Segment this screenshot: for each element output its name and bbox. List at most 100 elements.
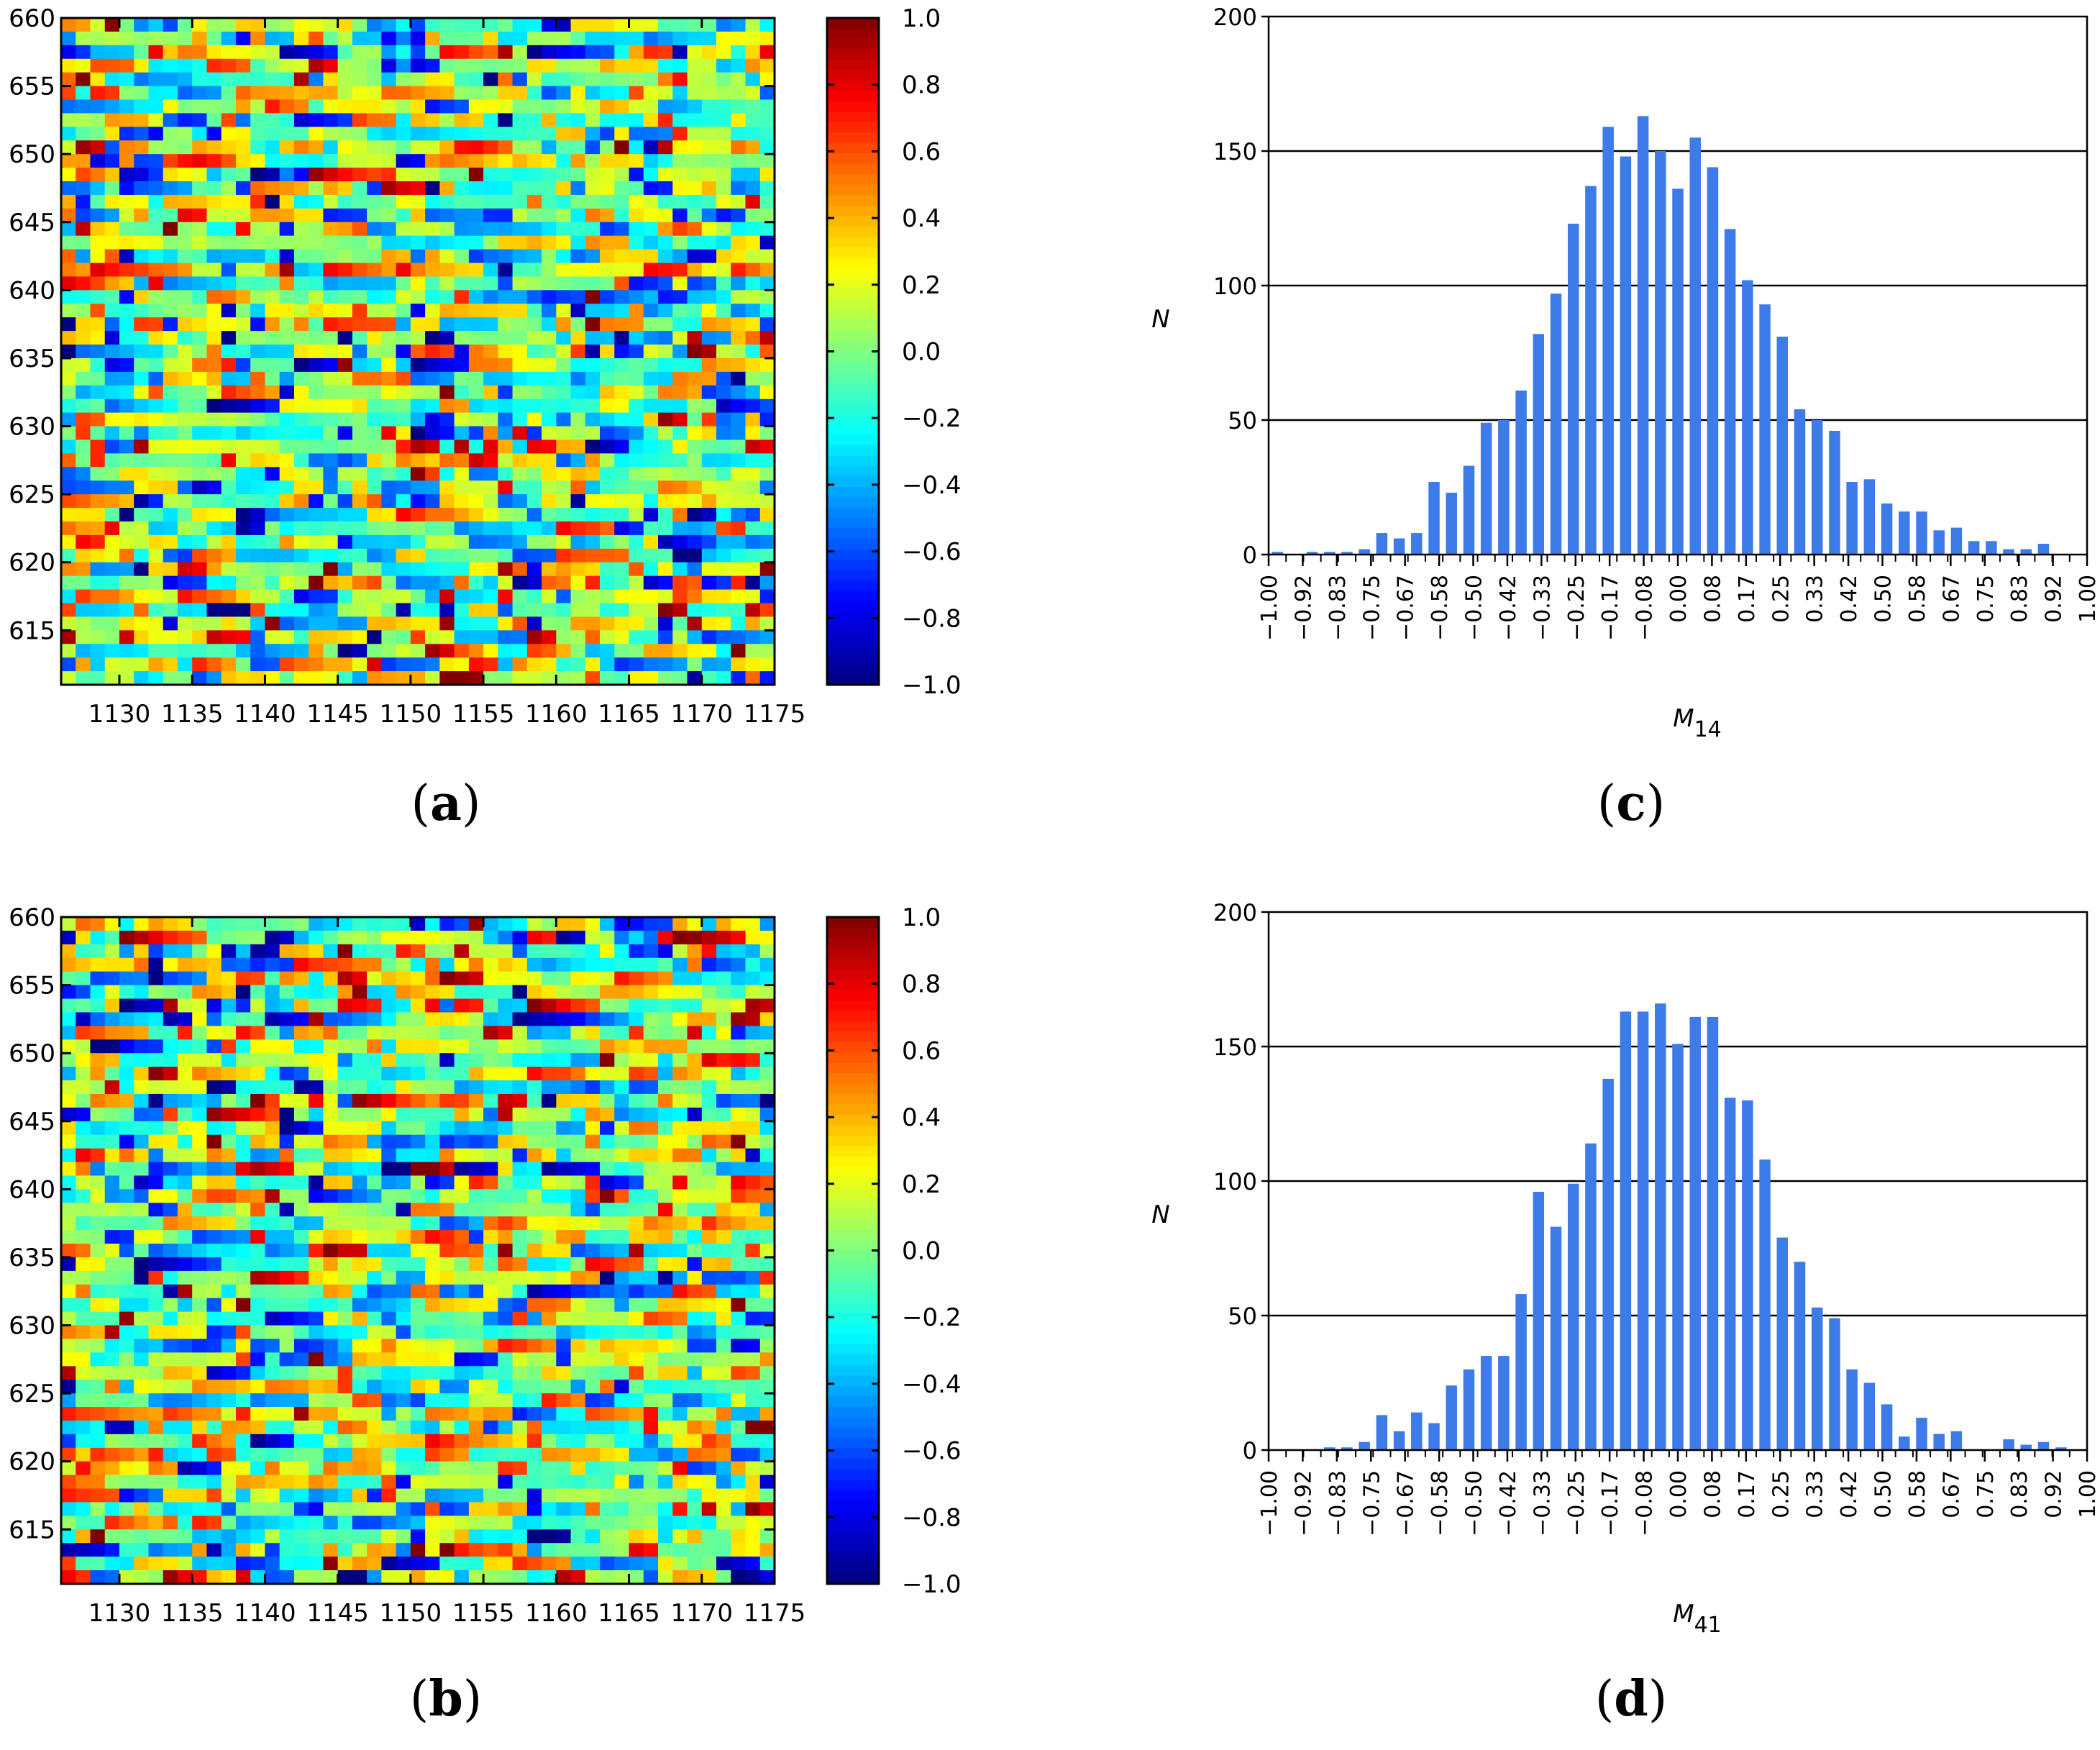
heat-cell [556,1380,572,1394]
heat-cell [716,1325,731,1340]
heat-cell [293,1189,309,1203]
heat-cell [76,1529,91,1544]
heat-cell [61,998,76,1013]
heat-cell [76,603,91,618]
heat-cell [367,508,382,522]
heat-cell [759,1244,775,1258]
heat-cell [585,1134,601,1149]
heat-cell [614,1067,630,1081]
heat-cell [148,86,164,101]
heat-cell [323,1107,339,1122]
heat-cell [687,467,703,481]
heat-cell [250,1216,266,1231]
heat-cell [570,1012,586,1026]
heat-cell [265,657,280,672]
heat-cell [396,1502,411,1517]
heat-cell [658,412,673,427]
heat-cell [90,1434,106,1449]
heat-cell [410,1107,426,1122]
heat-cell [542,1366,557,1380]
heat-cell [745,1175,761,1190]
heat-cell [542,18,557,32]
heat-cell [206,113,222,127]
heat-cell [672,589,688,604]
heat-cell [119,1557,134,1571]
heat-cell [279,1189,295,1203]
heat-cell [759,1203,775,1217]
heat-cell [658,398,673,414]
heat-cell [759,1366,775,1380]
heat-cell [556,1026,572,1040]
heat-cell [192,398,208,414]
heat-cell [439,562,455,577]
heat-cell [323,398,339,414]
heat-cell [614,345,630,359]
heat-cell [759,222,775,237]
heat-cell [701,235,717,250]
heat-cell [731,1230,747,1244]
heat-cell [658,944,673,959]
colorbar-step [827,580,879,592]
heat-cell [250,930,266,945]
heat-cell [468,345,484,359]
heat-cell [177,1325,193,1340]
heat-cell [76,1284,91,1299]
heat-cell [235,1407,251,1421]
heat-cell [396,1012,411,1026]
heat-cell [585,181,601,196]
heat-cell [658,480,673,495]
heat-cell [192,1244,208,1258]
heat-cell [61,1475,76,1490]
heat-cell [672,957,688,972]
heat-cell [745,930,761,945]
heat-cell [192,263,208,278]
heat-cell [658,603,673,618]
heat-cell [206,140,222,155]
heat-cell [526,1121,542,1136]
heat-cell [337,194,353,209]
heat-cell [279,113,295,127]
colorbar-step [827,216,879,227]
heat-cell [701,317,717,332]
heat-cell [265,1380,280,1394]
heat-cell [250,235,266,250]
heat-cell [672,508,688,522]
heat-cell [410,1393,426,1408]
heat-cell [745,1298,761,1313]
y-tick-label: 625 [9,480,55,509]
heat-cell [119,917,134,931]
heat-cell [687,194,703,209]
heat-cell [323,1257,339,1272]
heat-cell [600,548,615,563]
heat-cell [629,276,644,291]
heat-cell [439,1134,455,1149]
heat-cell [119,1339,134,1353]
heat-cell [585,1039,601,1054]
heat-cell [309,1244,324,1258]
heat-cell [745,1230,761,1244]
heat-cell [643,957,659,972]
heat-cell [701,194,717,209]
heat-cell [104,1026,120,1040]
heat-cell [614,222,630,237]
heat-cell [381,562,397,577]
heat-cell [468,1230,484,1244]
heat-cell [76,263,91,278]
heat-cell [425,534,440,550]
heat-cell [585,1284,601,1299]
colorbar-step [827,70,879,81]
heat-cell [119,1488,134,1503]
heat-cell [556,1407,572,1421]
heat-cell [629,1244,644,1258]
heat-cell [90,222,106,237]
heat-cell [381,1216,397,1231]
heat-cell [716,1366,731,1380]
heat-cell [745,1311,761,1326]
heat-cell [585,31,601,46]
heat-cell [454,1121,470,1136]
heat-cell [265,290,280,304]
heat-cell [134,521,150,536]
heat-cell [614,1189,630,1203]
heat-cell [396,1488,411,1503]
heat-cell [76,630,91,644]
